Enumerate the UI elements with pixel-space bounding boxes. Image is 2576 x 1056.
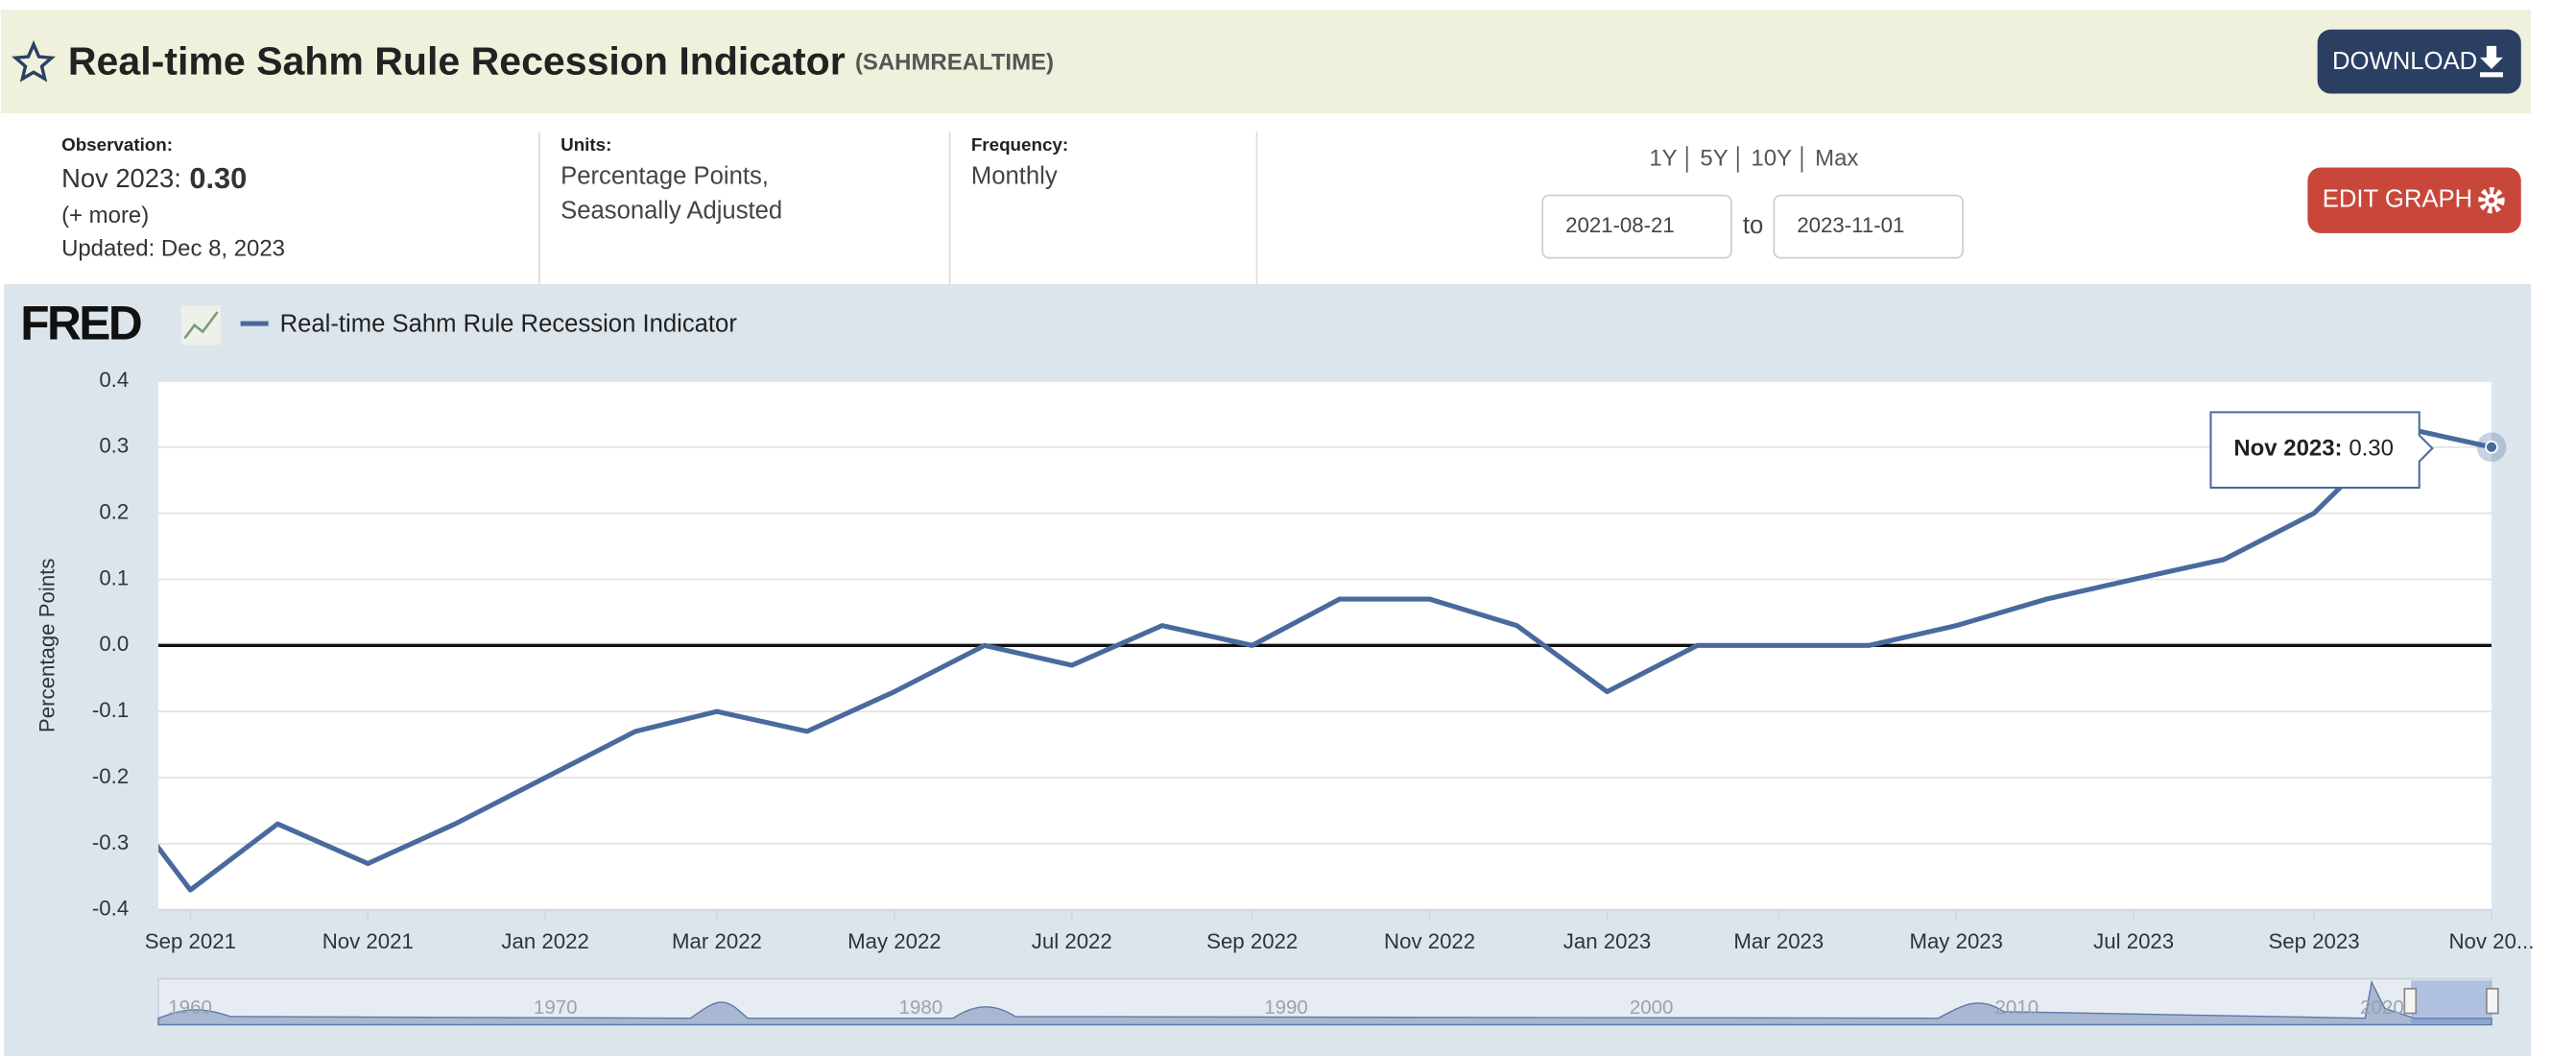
legend-label[interactable]: Real-time Sahm Rule Recession Indicator	[280, 311, 738, 338]
range-to: to	[1743, 212, 1763, 239]
observation-heading: Observation:	[61, 134, 173, 155]
navigator-series	[157, 979, 2493, 1026]
navigator-label: 2020	[2360, 996, 2404, 1019]
frequency-value: Monthly	[971, 163, 1058, 190]
start-date-input[interactable]	[1541, 194, 1732, 259]
navigator-handle[interactable]	[2485, 988, 2499, 1015]
x-tick-label: Nov 20...	[2449, 929, 2535, 953]
download-button[interactable]: DOWNLOAD	[2317, 29, 2521, 94]
x-tick-label: Nov 2021	[322, 929, 414, 953]
tooltip-box	[2209, 411, 2434, 490]
range-link[interactable]: 5Y	[1700, 145, 1728, 171]
y-tick-label: 0.0	[99, 632, 129, 656]
observation-updated: Updated: Dec 8, 2023	[61, 235, 285, 261]
series-line	[158, 424, 2492, 893]
x-tick-label: Jan 2023	[1563, 929, 1651, 953]
observation-more[interactable]: (+ more)	[61, 203, 149, 228]
title: Real-time Sahm Rule Recession Indicator (…	[68, 39, 1054, 84]
y-axis-label: Percentage Points	[35, 559, 59, 733]
start-date[interactable]: 2021-08-21	[1565, 213, 1675, 237]
navigator-label: 1970	[534, 996, 578, 1019]
x-tick-label: Sep 2022	[1206, 929, 1298, 953]
header-bar	[0, 10, 2532, 114]
x-tick-label: Mar 2022	[672, 929, 762, 953]
navigator-label: 2000	[1630, 996, 1674, 1019]
navigator-selection[interactable]	[2411, 980, 2492, 1023]
navigator-label: 1960	[168, 996, 212, 1019]
x-tick-label: Jan 2022	[501, 929, 588, 953]
x-tick-label: Sep 2023	[2268, 929, 2359, 953]
download-label[interactable]: DOWNLOAD	[2332, 48, 2477, 75]
x-tick-label: Mar 2023	[1733, 929, 1824, 953]
observation-date: Nov 2023:	[61, 163, 181, 193]
navigator-label: 2010	[1994, 996, 2039, 1019]
x-tick-label: Sep 2021	[145, 929, 236, 953]
units-line: Percentage Points,	[561, 163, 769, 190]
y-tick-label: -0.4	[92, 897, 129, 921]
navigator-label: 1990	[1264, 996, 1308, 1019]
x-tick-label: Jul 2023	[2093, 929, 2174, 953]
units-line: Seasonally Adjusted	[561, 197, 782, 224]
x-tick-label: Jul 2022	[1032, 929, 1112, 953]
navigator[interactable]: 1960 1970 1980 1990 2000 2010 2020	[157, 977, 2499, 1026]
edit-graph-bg[interactable]	[2307, 167, 2521, 233]
units-heading: Units:	[561, 134, 611, 155]
y-tick-label: -0.2	[92, 764, 129, 788]
y-tick-label: 0.4	[99, 368, 129, 392]
x-tick-label: May 2022	[847, 929, 942, 953]
range-link[interactable]: 1Y	[1649, 145, 1677, 171]
edit-graph-button[interactable]: EDIT GRAPH	[2307, 167, 2521, 233]
frequency-heading: Frequency:	[971, 134, 1068, 155]
download-bg[interactable]	[2317, 29, 2521, 94]
end-date[interactable]: 2023-11-01	[1797, 213, 1904, 237]
observation: Nov 2023: 0.30	[61, 161, 247, 195]
edit-graph-label[interactable]: EDIT GRAPH	[2323, 185, 2472, 212]
download-icon[interactable]	[2479, 45, 2503, 78]
y-tick-label: 0.2	[99, 499, 129, 523]
y-tick-label: 0.1	[99, 565, 129, 589]
logo-icon	[180, 305, 222, 346]
series-id: (SAHMREALTIME)	[855, 50, 1054, 76]
observation-value: 0.30	[189, 161, 247, 195]
plot-series	[158, 424, 2492, 893]
gear-icon[interactable]	[2488, 197, 2495, 204]
favorite-star[interactable]	[12, 39, 56, 83]
tooltip: Nov 2023: 0.30	[2233, 436, 2394, 462]
range-link[interactable]: Max	[1815, 145, 1858, 171]
logo-icon	[183, 311, 219, 340]
fred-logo[interactable]: FRED	[20, 297, 143, 350]
range-link[interactable]: 10Y	[1751, 145, 1792, 171]
y-tick-label: -0.3	[92, 830, 129, 854]
y-tick-label: -0.1	[92, 698, 129, 722]
tooltip-label: Nov 2023:	[2233, 436, 2342, 462]
y-tick-label: 0.3	[99, 434, 129, 458]
hover-point	[2485, 440, 2498, 454]
x-tick-label: May 2023	[1909, 929, 2003, 953]
end-date-input[interactable]	[1773, 194, 1964, 259]
x-tick-label: Nov 2022	[1384, 929, 1475, 953]
gear-icon[interactable]	[2478, 187, 2505, 214]
navigator-handle[interactable]	[2403, 988, 2418, 1015]
title-text: Real-time Sahm Rule Recession Indicator	[68, 39, 846, 84]
tooltip-value: 0.30	[2349, 436, 2394, 462]
navigator-label: 1980	[899, 996, 943, 1019]
